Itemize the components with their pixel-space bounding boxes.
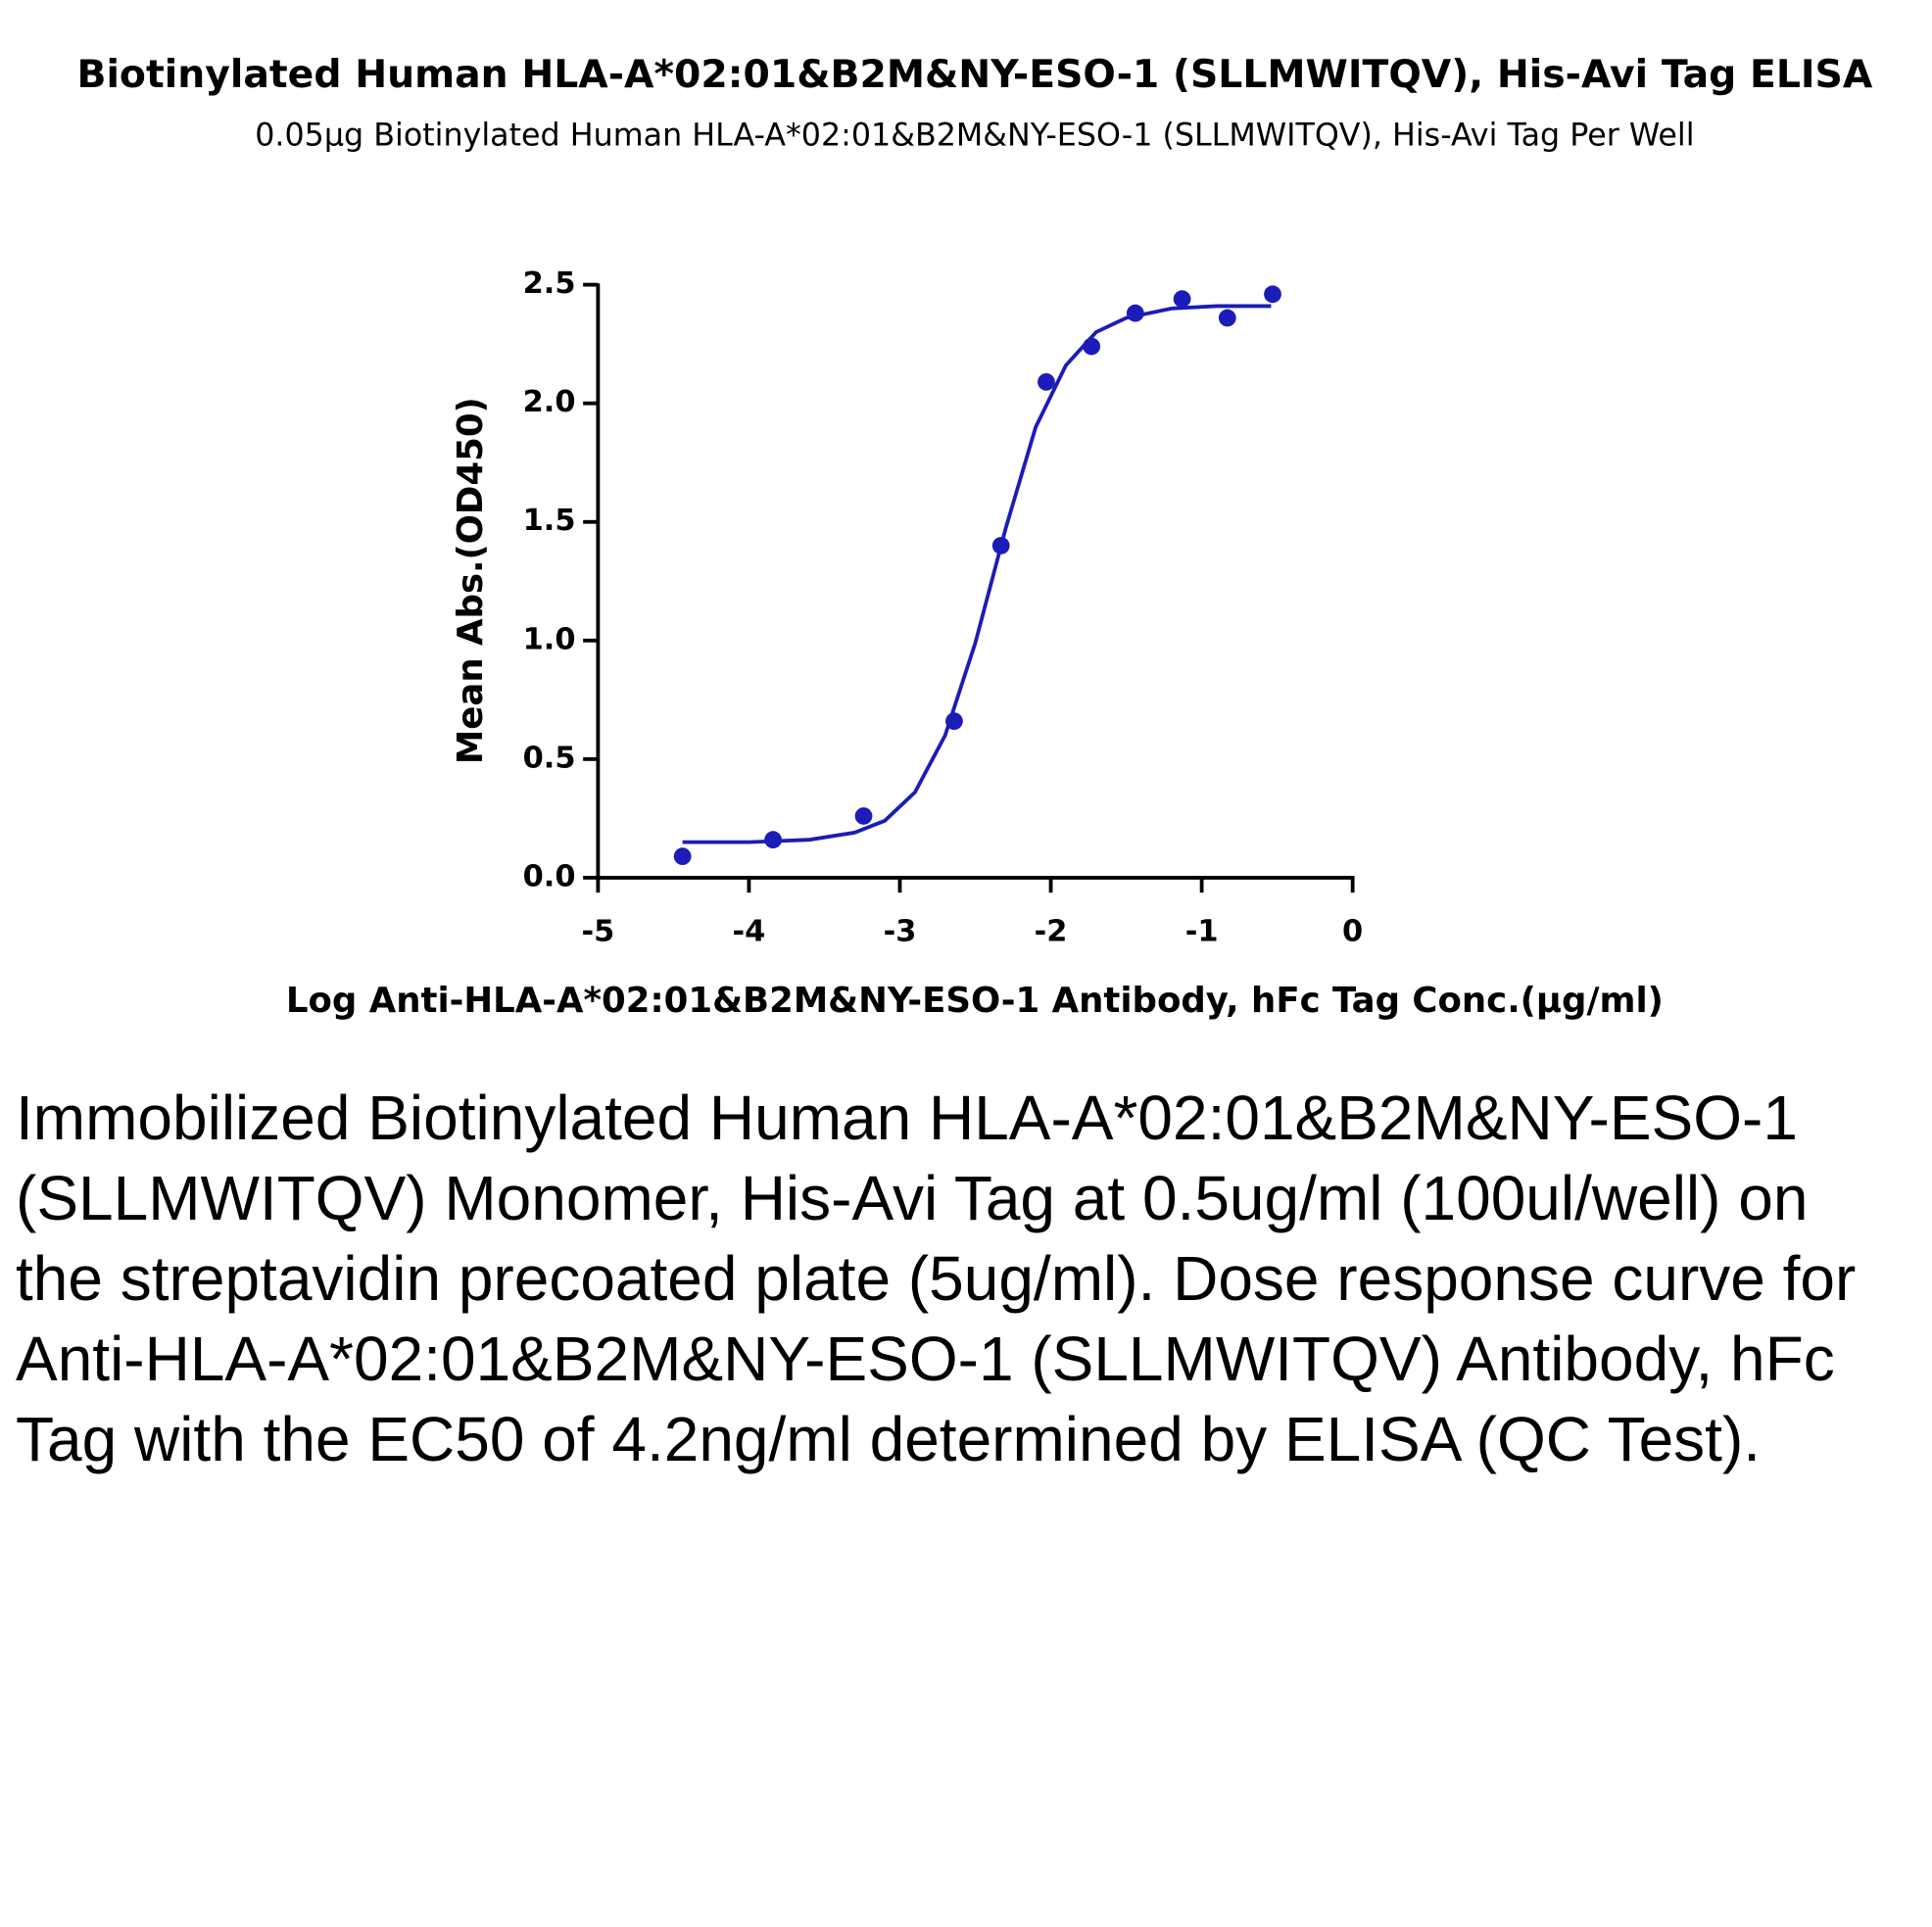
chart: Biotinylated Human HLA-A*02:01&B2M&NY-ES…: [76, 52, 1872, 1021]
y-tick-label: 2.5: [523, 266, 576, 301]
data-point: [854, 807, 873, 825]
y-tick-label: 1.0: [523, 622, 576, 656]
y-tick-label: 1.5: [523, 504, 576, 538]
fit-curve: [682, 304, 1272, 844]
x-tick-label: -2: [1035, 914, 1068, 948]
y-tick-label: 0.5: [523, 741, 576, 775]
y-tick-label: 0.0: [523, 859, 576, 893]
chart-title: Biotinylated Human HLA-A*02:01&B2M&NY-ES…: [76, 52, 1872, 97]
y-tick-label: 2.0: [523, 385, 576, 419]
x-tick-label: -4: [733, 914, 766, 948]
x-tick-label: -1: [1185, 914, 1219, 948]
y-axis-label: Mean Abs.(OD450): [451, 397, 491, 764]
x-tick-label: -5: [581, 914, 614, 948]
x-tick-label: 0: [1342, 914, 1363, 948]
chart-subtitle: 0.05μg Biotinylated Human HLA-A*02:01&B2…: [255, 119, 1694, 154]
data-point: [1264, 285, 1281, 304]
x-tick-label: -3: [884, 914, 917, 948]
x-axis-label: Log Anti-HLA-A*02:01&B2M&NY-ESO-1 Antibo…: [286, 981, 1664, 1021]
data-point: [1173, 290, 1191, 309]
data-point: [1038, 373, 1055, 391]
data-point: [1218, 309, 1236, 327]
data-point: [673, 847, 692, 866]
description: Immobilized Biotinylated Human HLA-A*02:…: [16, 1083, 1857, 1474]
